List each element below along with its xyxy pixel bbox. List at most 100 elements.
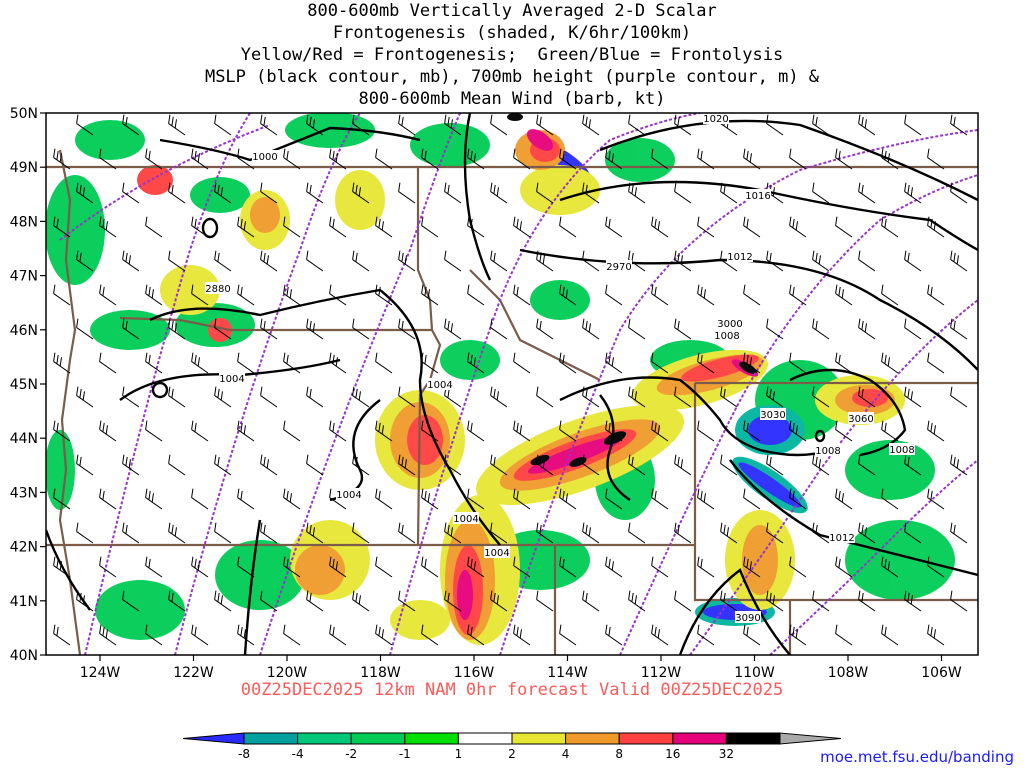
svg-text:3090: 3090 bbox=[735, 613, 760, 624]
wind-barb bbox=[789, 420, 807, 442]
wind-barb bbox=[789, 488, 807, 510]
wind-barb bbox=[697, 624, 715, 646]
shade-patch bbox=[852, 389, 888, 407]
wind-barb bbox=[927, 284, 945, 306]
wind-barb bbox=[214, 318, 232, 340]
mslp-contour bbox=[149, 288, 501, 546]
wind-barb bbox=[375, 352, 393, 374]
wind-barb bbox=[789, 148, 807, 170]
wind-barb bbox=[697, 488, 715, 510]
wind-barb bbox=[950, 114, 968, 136]
wind-barb bbox=[766, 522, 784, 544]
wind-barb bbox=[352, 590, 370, 612]
wind-barb bbox=[697, 556, 715, 578]
wind-barb bbox=[513, 216, 531, 238]
wind-barb bbox=[697, 148, 715, 170]
wind-barb bbox=[421, 148, 439, 170]
height-label: 3090 bbox=[735, 611, 761, 624]
wind-barb bbox=[628, 386, 646, 408]
wind-barb bbox=[444, 114, 462, 136]
wind-barb bbox=[835, 148, 853, 170]
mslp-contour bbox=[559, 376, 831, 457]
shade-patch bbox=[407, 415, 443, 465]
wind-barb bbox=[214, 454, 232, 476]
colorbar-swatch bbox=[511, 732, 567, 745]
wind-barb bbox=[329, 624, 347, 646]
wind-barb bbox=[191, 216, 209, 238]
wind-barb bbox=[605, 556, 623, 578]
wind-barb bbox=[605, 216, 623, 238]
wind-barb bbox=[651, 148, 669, 170]
wind-barb bbox=[306, 590, 324, 612]
lat-label: 44N bbox=[10, 431, 38, 447]
mslp-contours bbox=[46, 113, 978, 655]
wind-barb bbox=[789, 284, 807, 306]
wind-barb bbox=[421, 624, 439, 646]
wind-barb bbox=[881, 148, 899, 170]
wind-barb bbox=[812, 386, 830, 408]
wind-barb bbox=[582, 318, 600, 340]
svg-text:2970: 2970 bbox=[606, 262, 631, 273]
wind-barb bbox=[490, 454, 508, 476]
wind-barb bbox=[766, 590, 784, 612]
svg-text:3030: 3030 bbox=[760, 410, 785, 421]
wind-barb bbox=[283, 352, 301, 374]
wind-barb bbox=[582, 522, 600, 544]
svg-text:1008: 1008 bbox=[815, 446, 840, 457]
wind-barb bbox=[536, 454, 554, 476]
wind-barb bbox=[674, 386, 692, 408]
wind-barb bbox=[904, 182, 922, 204]
lon-label: 116W bbox=[454, 665, 495, 681]
wind-barb bbox=[605, 488, 623, 510]
height-contour bbox=[389, 113, 701, 655]
wind-barb bbox=[835, 216, 853, 238]
svg-text:1016: 1016 bbox=[745, 191, 770, 202]
wind-barb bbox=[237, 556, 255, 578]
shade-patch bbox=[569, 457, 587, 467]
shade-patch bbox=[295, 545, 345, 595]
wind-barb bbox=[306, 114, 324, 136]
shade-patch bbox=[215, 540, 305, 610]
wind-barb bbox=[237, 624, 255, 646]
wind-barb bbox=[260, 182, 278, 204]
height-labels: 2880 2970 3000 3030 3060 3090 bbox=[205, 260, 874, 624]
wind-barb bbox=[444, 590, 462, 612]
wind-barb bbox=[927, 556, 945, 578]
wind-barb bbox=[536, 250, 554, 272]
wind-barb bbox=[904, 318, 922, 340]
lon-label: 108W bbox=[828, 665, 869, 681]
mslp-contour bbox=[599, 394, 631, 501]
wind-barb bbox=[421, 488, 439, 510]
wind-barb bbox=[329, 488, 347, 510]
wind-barb bbox=[812, 182, 830, 204]
wind-barb bbox=[927, 624, 945, 646]
wind-barb bbox=[191, 488, 209, 510]
wind-barb bbox=[99, 284, 117, 306]
wind-barb bbox=[835, 488, 853, 510]
wind-barb bbox=[306, 250, 324, 272]
wind-barb bbox=[76, 386, 94, 408]
shade-patch bbox=[507, 113, 523, 121]
wind-barb bbox=[628, 318, 646, 340]
wind-barb bbox=[260, 250, 278, 272]
wind-barb bbox=[950, 250, 968, 272]
lat-label: 40N bbox=[10, 648, 38, 664]
wind-barb bbox=[444, 250, 462, 272]
colorbar-label: 32 bbox=[719, 747, 734, 761]
wind-barb bbox=[398, 590, 416, 612]
height-contour bbox=[689, 299, 978, 655]
wind-barb bbox=[260, 590, 278, 612]
colorbar-arrow-left bbox=[182, 732, 245, 745]
wind-barb bbox=[168, 182, 186, 204]
colorbar-swatch bbox=[672, 732, 727, 745]
wind-barb bbox=[766, 318, 784, 340]
wind-barb bbox=[858, 182, 876, 204]
mslp-label: 1000 bbox=[252, 150, 278, 163]
wind-barb bbox=[467, 420, 485, 442]
wind-barb bbox=[398, 114, 416, 136]
mslp-closed-contour bbox=[201, 217, 219, 239]
wind-barb bbox=[99, 488, 117, 510]
wind-barb bbox=[858, 454, 876, 476]
svg-text:1012: 1012 bbox=[829, 533, 854, 544]
wind-barb bbox=[835, 556, 853, 578]
